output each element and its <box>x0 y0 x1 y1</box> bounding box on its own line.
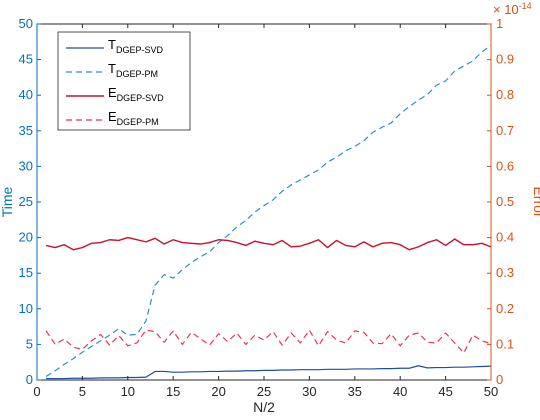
y-right-tick-label: 0.3 <box>496 265 514 280</box>
x-tick-label: 40 <box>393 384 407 399</box>
y-axis-left-label: Time <box>0 186 15 217</box>
y-right-tick-label: 0.5 <box>496 194 514 209</box>
y-right-tick-label: 0.7 <box>496 123 514 138</box>
right-axis-exponent: × 10-14 <box>493 1 532 17</box>
legend-label-sub: DGEP-PM <box>116 69 158 79</box>
y-left-tick-label: 45 <box>19 52 33 67</box>
series-e-dgep-pm-line <box>45 329 492 354</box>
y-left-tick-label: 40 <box>19 87 33 102</box>
x-tick-label: 15 <box>166 384 180 399</box>
right-axis-exponent-power: -14 <box>519 1 532 11</box>
legend-label-sub: DGEP-SVD <box>116 45 164 55</box>
legend-label: EDGEP-PM <box>108 109 159 127</box>
x-tick-label: 20 <box>211 384 225 399</box>
y-left-tick-label: 35 <box>19 123 33 138</box>
y-right-tick-label: 0.8 <box>496 87 514 102</box>
right-axis-exponent-base: × 10 <box>493 2 519 17</box>
y-right-tick-label: 0.2 <box>496 301 514 316</box>
x-axis-label: N/2 <box>253 399 275 415</box>
y-left-tick-label: 0 <box>26 372 33 387</box>
y-right-tick-label: 1 <box>496 16 503 31</box>
series-t-dgep-svd-line <box>46 365 492 380</box>
legend-item-e-dgep-svd: EDGEP-SVD <box>66 85 164 103</box>
legend-label: TDGEP-SVD <box>108 37 163 55</box>
legend-label-main: T <box>108 37 116 52</box>
y-left-tick-label: 20 <box>19 230 33 245</box>
legend-label-sub: DGEP-SVD <box>117 93 165 103</box>
x-tick-label: 0 <box>33 384 40 399</box>
y-left-tick-label: 25 <box>19 194 33 209</box>
ticks-layer: 0 5 10 15 20 25 30 35 40 45 5005101520253035404550… <box>19 16 515 399</box>
x-tick-label: 45 <box>438 384 452 399</box>
legend-label-main: E <box>108 109 117 124</box>
legend-label-main: T <box>108 61 116 76</box>
y-right-tick-label: 0.1 <box>496 336 514 351</box>
y-right-tick-label: 0.6 <box>496 158 514 173</box>
y-left-tick-label: 30 <box>19 158 33 173</box>
y-right-tick-label: 0.4 <box>496 230 514 245</box>
x-tick-label: 25 <box>257 384 271 399</box>
series-e-dgep-svd-line <box>45 236 492 251</box>
legend-label-sub: DGEP-PM <box>117 117 159 127</box>
legend-item-t-dgep-pm: TDGEP-PM <box>66 61 158 79</box>
legend-item-t-dgep-svd: TDGEP-SVD <box>66 37 163 55</box>
y-left-tick-label: 5 <box>26 336 33 351</box>
y-right-tick-label: 0 <box>496 372 503 387</box>
y-right-tick-label: 0.9 <box>496 52 514 67</box>
y-left-tick-label: 10 <box>19 301 33 316</box>
x-tick-label: 50 <box>484 384 498 399</box>
x-tick-label: 30 <box>302 384 316 399</box>
legend-label-main: E <box>108 85 117 100</box>
y-left-tick-label: 50 <box>19 16 33 31</box>
x-tick-label: 10 <box>121 384 135 399</box>
x-tick-label: 5 <box>79 384 86 399</box>
legend-label: EDGEP-SVD <box>108 85 164 103</box>
y-left-tick-label: 15 <box>19 265 33 280</box>
y-axis-right-label: Error <box>531 186 540 217</box>
legend-item-e-dgep-pm: EDGEP-PM <box>66 109 159 127</box>
series-layer <box>45 44 492 380</box>
x-tick-label: 35 <box>348 384 362 399</box>
legend-label: TDGEP-PM <box>108 61 158 79</box>
